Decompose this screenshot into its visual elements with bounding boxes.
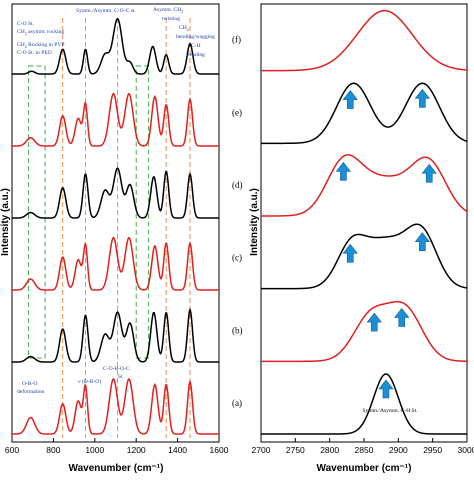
spectrum-curve	[12, 377, 219, 435]
annotation-ch2-bending-text: CH	[179, 25, 187, 31]
up-arrow-icon	[342, 90, 358, 109]
spectrum-curve	[261, 154, 468, 217]
annotation-cobooc: C-O-B-O-C	[103, 366, 130, 372]
panel-label: (c)	[232, 253, 242, 263]
x-tick-label: 2700	[252, 445, 271, 455]
x-tick-label: 2900	[389, 445, 408, 455]
left-plot-frame	[11, 3, 220, 443]
annotation-asymm-ch2-sub: 2	[181, 9, 183, 14]
x-tick-label: 3000	[458, 445, 474, 455]
spectrum-curve	[261, 223, 468, 290]
spectrum-curve	[12, 307, 219, 363]
right-plot-frame	[260, 3, 468, 443]
annotation-nu-obo: ν (O-B-O)	[78, 378, 101, 385]
spectrum-curve	[12, 236, 219, 291]
annotation-ch2-asymm-rocking-sub: 2	[25, 31, 27, 36]
right-x-ticks: 2700 2750 2800 2850 2900 2950 3000	[252, 438, 474, 455]
annotation-obo-deformation: deformation	[17, 388, 45, 395]
annotation-c-h-bending: Bending	[186, 52, 205, 58]
up-arrow-icon	[342, 243, 358, 263]
annotation-coc-st: Symm./Asymm. C-O-C st.	[76, 8, 136, 14]
up-arrow-icon	[335, 161, 352, 181]
spectrum-curve	[261, 9, 468, 72]
annotation-asymm-ch2: Asymm. CH2	[153, 7, 183, 14]
right-annotation-ch-st: Symm./Asymm. C-H St.	[362, 408, 418, 414]
x-tick-label: 2750	[286, 445, 305, 455]
up-arrow-icon	[414, 232, 430, 252]
annotation-bending-wagging: bending/wagging	[176, 34, 215, 40]
x-tick-label: 1200	[127, 445, 146, 455]
panel-label: (e)	[232, 107, 242, 117]
spectrum-curve	[12, 167, 219, 219]
panel-label: (d)	[232, 180, 243, 190]
x-tick-label: 1600	[210, 445, 229, 455]
annotation-ch2-asymm-rocking-text: CH	[17, 29, 25, 35]
spectrum-curve	[12, 92, 219, 147]
annotation-ch2-asymm-rocking: CH2 asymm. rocking	[17, 29, 64, 36]
right-y-axis-label: Intensity (a.u.)	[249, 188, 260, 256]
annotation-c-o-st-peo: C-O St. in PEO	[17, 50, 52, 56]
spectrum-curve	[261, 373, 467, 435]
annotation-ch2-bending-sub: 2	[187, 27, 189, 32]
annotation-asymm-ch2-text: Asymm. CH	[153, 7, 181, 13]
spectrum-curve	[12, 17, 219, 75]
up-arrow-icon	[414, 88, 430, 108]
spectrum-curve	[261, 300, 468, 363]
x-tick-label: 2950	[423, 445, 442, 455]
guide-box-green	[135, 65, 150, 359]
panel-label: (a)	[232, 398, 242, 408]
x-tick-label: 1000	[85, 445, 104, 455]
annotation-c-h: C-H	[191, 43, 201, 49]
up-arrow-icon	[421, 163, 437, 183]
panel-label: (b)	[232, 325, 243, 335]
left-x-ticks: 600 800 1000 1200 1400 1600	[5, 438, 229, 455]
annotation-ch2-asymm-rocking-tail: asymm. rocking	[27, 29, 65, 35]
right-arrows	[335, 88, 437, 399]
annotation-obo: O-B-O	[22, 381, 38, 387]
right-x-axis-label: Wavenumber (cm⁻¹)	[317, 463, 412, 474]
guide-box-green	[28, 65, 46, 359]
left-guides	[28, 18, 191, 438]
left-panel: 600 800 1000 1200 1400 1600 Wavenumber (cm⁻¹)…	[0, 3, 229, 474]
annotation-ch2-rocking-pvp: CH2 Rocking in PVP	[17, 42, 65, 49]
right-curves	[261, 9, 468, 435]
annotation-ch2-rocking-pvp-text: CH	[17, 42, 25, 48]
x-tick-label: 800	[46, 445, 60, 455]
x-tick-label: 600	[5, 445, 19, 455]
annotation-ch2-bending: CH2	[179, 25, 189, 32]
spectrum-curve	[261, 82, 468, 145]
annotation-ch2-rocking-pvp-sub: 2	[25, 44, 27, 49]
left-curves	[12, 17, 219, 435]
x-tick-label: 1400	[168, 445, 187, 455]
annotation-ch2-rocking-pvp-tail: Rocking in PVP	[27, 42, 65, 48]
up-arrow-icon	[378, 379, 394, 399]
left-y-axis-label: Intensity (a.u.)	[0, 188, 11, 256]
left-x-axis-label: Wavenumber (cm⁻¹)	[69, 463, 164, 474]
right-panel: 2700 2750 2800 2850 2900 2950 3000 (f) (e) (d) (c…	[232, 3, 474, 474]
x-tick-label: 2850	[355, 445, 374, 455]
annotation-c-o-st: C-O St.	[17, 21, 35, 27]
panel-label: (f)	[232, 35, 241, 45]
x-tick-label: 2800	[320, 445, 339, 455]
up-arrow-icon	[394, 307, 410, 327]
up-arrow-icon	[366, 312, 382, 332]
right-panel-labels: (f) (e) (d) (c) (b) (a)	[232, 35, 243, 408]
annotation-cobooc-st: St.	[118, 374, 125, 380]
annotation-twisting: twisting	[162, 16, 180, 22]
